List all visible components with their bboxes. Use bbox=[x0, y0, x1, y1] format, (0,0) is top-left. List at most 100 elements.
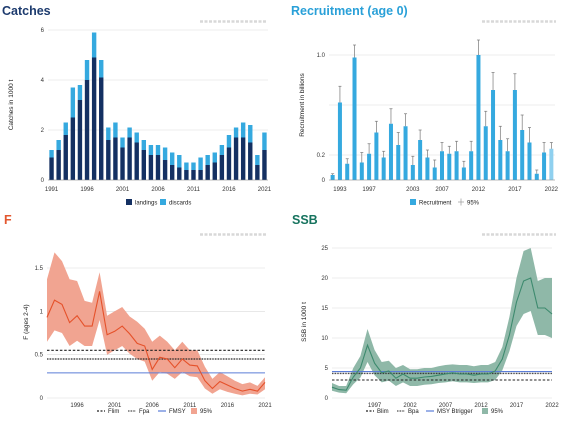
landings-bar bbox=[191, 170, 196, 180]
legend-ssb-ci-label: 95% bbox=[491, 409, 504, 415]
landings-bar bbox=[91, 57, 97, 180]
discards-bar bbox=[248, 125, 253, 143]
x-tick-label: 2022 bbox=[545, 403, 559, 409]
recruitment-bar bbox=[491, 90, 496, 180]
legend-landings-label: landings bbox=[135, 201, 157, 207]
x-tick-label: 2011 bbox=[183, 403, 197, 409]
landings-bar bbox=[205, 165, 210, 180]
landings-bar bbox=[56, 150, 61, 180]
y-tick-label: 0 bbox=[322, 178, 326, 184]
landings-bar bbox=[148, 155, 154, 180]
recruitment-bar bbox=[534, 173, 539, 180]
legend-discards-swatch bbox=[160, 199, 166, 205]
ssb-series-line bbox=[331, 277, 553, 391]
recruitment-bar bbox=[454, 151, 459, 180]
f-reference-lines bbox=[47, 349, 265, 374]
discards-bar bbox=[141, 140, 147, 150]
recruitment-bar bbox=[505, 151, 510, 180]
legend-blim-label: Blim bbox=[377, 409, 389, 415]
recruitment-bar bbox=[512, 90, 517, 180]
catches-bars bbox=[48, 32, 268, 181]
ssb-title: SSB bbox=[292, 213, 318, 227]
catches-legend: landings discards bbox=[126, 199, 191, 207]
discards-bar bbox=[177, 155, 182, 168]
recruitment-bar bbox=[345, 163, 350, 180]
landings-bar bbox=[233, 137, 239, 180]
recruitment-bar bbox=[425, 157, 430, 180]
discards-bar bbox=[233, 127, 239, 138]
landings-bar bbox=[219, 155, 225, 180]
discards-bar bbox=[113, 122, 118, 138]
recruitment-bar bbox=[498, 140, 503, 180]
f-panel: F F (ages 2-4) 0 0.5 1 1.5 1996 2001 2006 2011… bbox=[4, 213, 272, 415]
discards-bar bbox=[120, 137, 125, 148]
x-tick-label: 2012 bbox=[472, 187, 486, 193]
y-tick-label: 4 bbox=[41, 78, 45, 84]
landings-bar bbox=[155, 155, 161, 180]
x-tick-label: 2022 bbox=[545, 187, 559, 193]
y-tick-label: 0.5 bbox=[35, 353, 44, 359]
landings-bar bbox=[198, 170, 203, 180]
y-tick-label: 15 bbox=[321, 306, 328, 312]
discards-bar bbox=[162, 147, 168, 160]
discards-bar bbox=[205, 155, 210, 165]
recruitment-bars bbox=[329, 39, 555, 181]
discards-bar bbox=[99, 60, 104, 78]
recruitment-bar bbox=[352, 57, 357, 180]
landings-bar bbox=[169, 165, 175, 180]
legend-f-ci-label: 95% bbox=[200, 409, 213, 415]
ssb-confidence-band bbox=[332, 248, 552, 394]
landings-bar bbox=[255, 165, 260, 180]
discards-bar bbox=[106, 127, 111, 140]
x-tick-label: 2021 bbox=[258, 187, 272, 193]
recruitment-bar bbox=[337, 102, 342, 180]
x-tick-label: 2002 bbox=[403, 403, 417, 409]
recruitment-bar bbox=[476, 55, 481, 180]
x-tick-label: 2011 bbox=[187, 187, 201, 193]
legend-landings-swatch bbox=[126, 199, 132, 205]
landings-bar bbox=[77, 100, 83, 180]
recruitment-bar bbox=[527, 142, 532, 180]
recruitment-bar bbox=[520, 130, 525, 180]
y-tick-label: 0 bbox=[325, 396, 329, 402]
discards-bar bbox=[84, 60, 90, 80]
x-tick-label: 1993 bbox=[333, 187, 347, 193]
legend-discards-label: discards bbox=[169, 201, 191, 207]
ssb-ylabel: SSB in 1000 t bbox=[301, 302, 308, 342]
discards-bar bbox=[184, 162, 189, 170]
x-tick-label: 1991 bbox=[45, 187, 59, 193]
x-tick-label: 2001 bbox=[116, 187, 130, 193]
landings-bar bbox=[248, 142, 253, 180]
x-tick-label: 2012 bbox=[474, 403, 488, 409]
x-tick-label: 2016 bbox=[221, 403, 235, 409]
x-tick-label: 2006 bbox=[146, 403, 160, 409]
discards-bar bbox=[169, 152, 175, 165]
y-tick-label: 6 bbox=[41, 28, 45, 34]
ssb-x-ticks: 1997 2002 2007 2012 2017 2022 bbox=[368, 403, 559, 409]
recruitment-title: Recruitment (age 0) bbox=[291, 4, 408, 18]
x-tick-label: 1996 bbox=[70, 403, 84, 409]
x-tick-label: 1997 bbox=[368, 403, 382, 409]
discards-bar bbox=[91, 32, 97, 58]
discards-bar bbox=[56, 140, 61, 150]
recruitment-x-ticks: 1993 1997 2003 2007 2012 2017 2022 bbox=[333, 187, 558, 193]
landings-bar bbox=[141, 150, 147, 180]
y-tick-label: 10 bbox=[321, 336, 328, 342]
recruitment-panel: Recruitment (age 0) Recruitment in billi… bbox=[291, 4, 559, 207]
ssb-legend: Blim Bpa MSY Btrigger 95% bbox=[366, 408, 504, 415]
recruitment-bar bbox=[410, 165, 415, 180]
discards-bar bbox=[63, 122, 68, 135]
discards-bar bbox=[127, 127, 132, 138]
legend-fmsy-label: FMSY bbox=[169, 409, 186, 415]
ssb-reference-lines bbox=[332, 371, 552, 381]
catches-ylabel: Catches in 1000 t bbox=[8, 80, 15, 131]
legend-ssb-ci-swatch bbox=[482, 408, 488, 414]
y-tick-label: 5 bbox=[325, 366, 329, 372]
legend-flim-label: Flim bbox=[108, 409, 119, 415]
y-tick-label: 0 bbox=[40, 396, 44, 402]
landings-bar bbox=[212, 162, 217, 180]
recruitment-bar bbox=[549, 148, 554, 180]
discards-bar bbox=[49, 150, 54, 158]
recruitment-bar bbox=[396, 145, 401, 180]
